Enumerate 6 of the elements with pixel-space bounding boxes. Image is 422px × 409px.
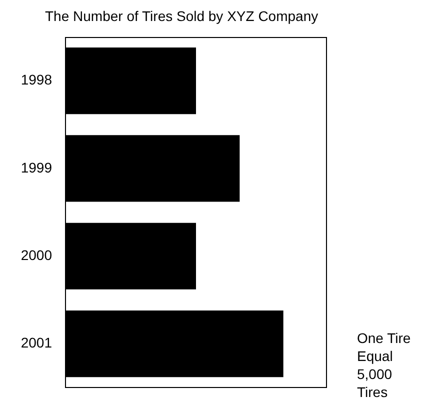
text: One Tire Equal 5,000 Tires (357, 329, 412, 401)
y-tick-label: 1999 (20, 159, 52, 176)
y-tick-label: 2001 (20, 334, 52, 351)
chart-title: The Number of Tires Sold by XYZ Company (45, 8, 318, 24)
y-tick-label: 2000 (20, 246, 52, 263)
y-tick-label: 1998 (20, 72, 52, 88)
